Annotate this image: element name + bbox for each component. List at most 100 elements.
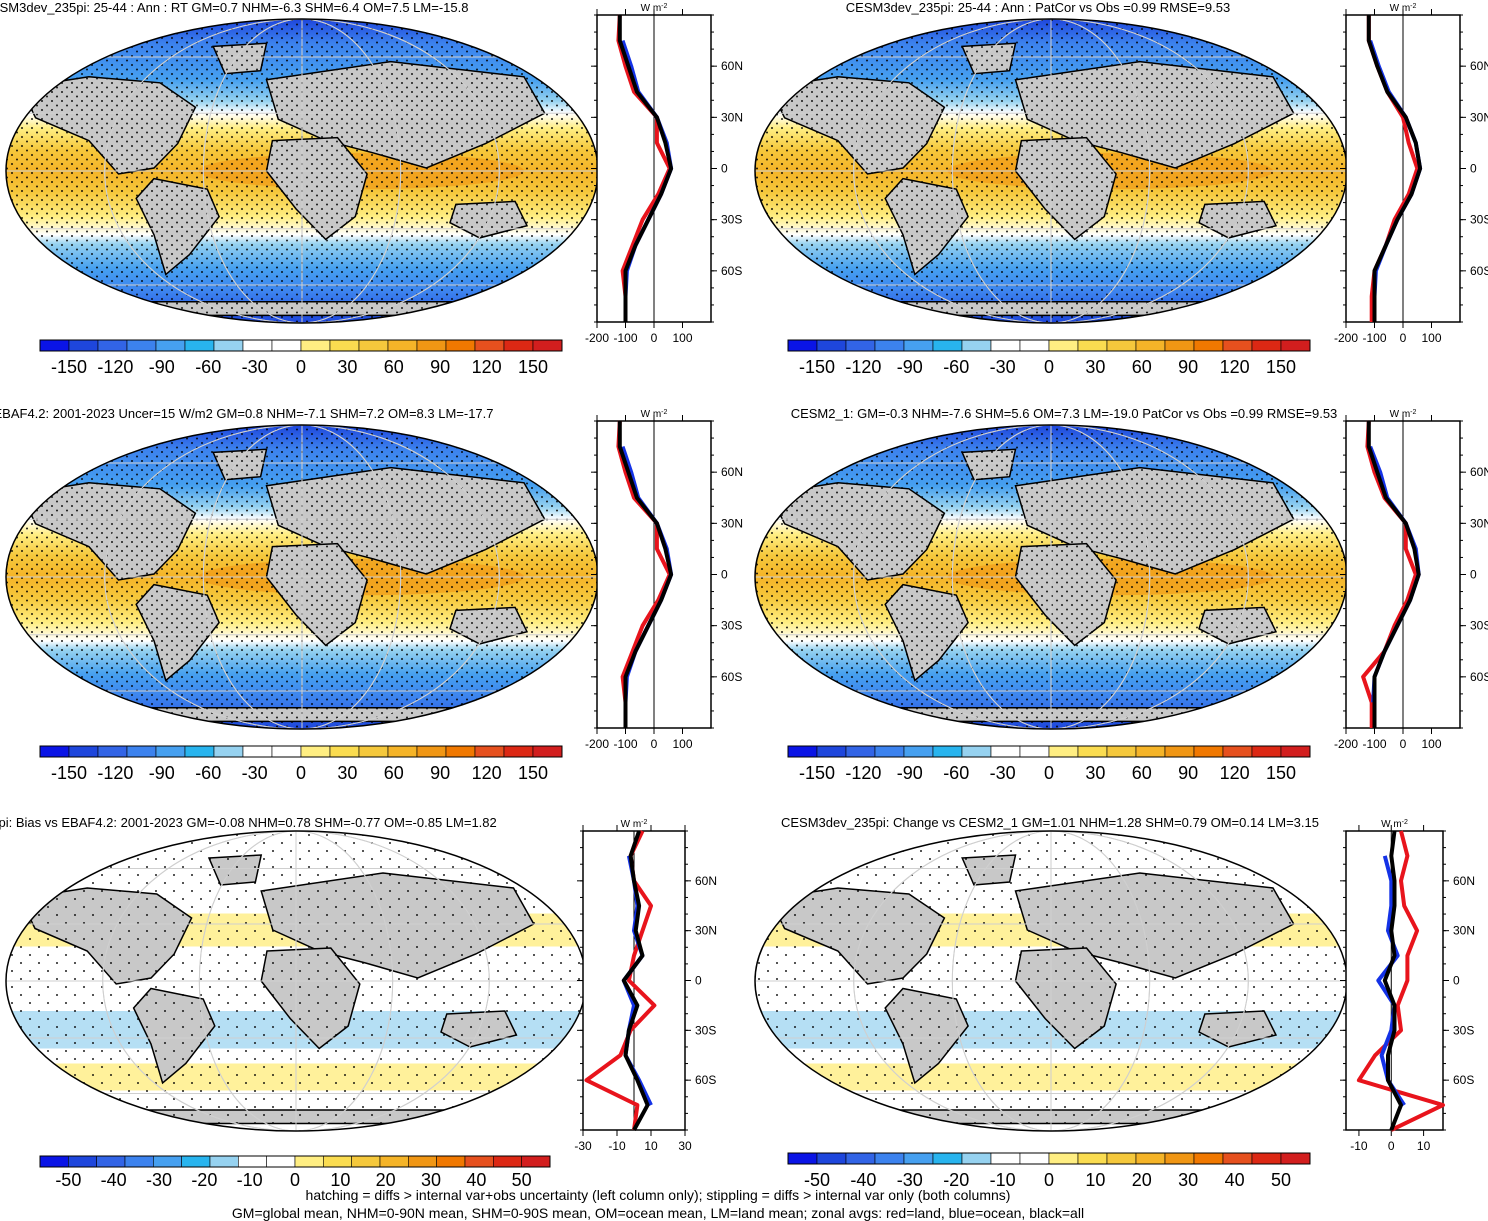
colorbar-swatch (358, 339, 389, 352)
x-tick-label: 10 (1417, 1139, 1431, 1153)
panel-title: PI-Adj EBAF4.2: 2001-2023 Uncer=15 W/m2 … (0, 406, 494, 421)
colorbar-swatch (153, 1155, 182, 1168)
colorbar-swatch (903, 339, 934, 352)
lat-tick-label: 30N (1453, 924, 1475, 938)
colorbar-swatch (845, 339, 876, 352)
colorbar-tick-label: 20 (376, 1170, 396, 1190)
colorbar-tick-label: -30 (146, 1170, 172, 1190)
colorbar-swatch (329, 339, 360, 352)
lat-tick-label: 0 (721, 162, 728, 176)
footer: hatching = diffs > internal var+obs unce… (232, 1187, 1084, 1221)
colorbar-swatch (436, 1155, 466, 1168)
lat-tick-label: 60S (721, 264, 742, 278)
colorbar-swatch (1135, 1152, 1166, 1165)
colorbar-tick-label: 90 (430, 357, 450, 377)
colorbar-tick-label: -50 (55, 1170, 81, 1190)
colorbar-frame (39, 1155, 551, 1168)
x-tick-label: 30 (678, 1139, 692, 1153)
lat-tick-label: 30S (1453, 1023, 1474, 1037)
colorbar-swatch (521, 1155, 551, 1168)
colorbar-swatch (1135, 339, 1166, 352)
units-label: W m-2 (1390, 3, 1417, 15)
x-tick-label: 0 (1400, 737, 1407, 751)
colorbar-tick-label: -50 (804, 1170, 830, 1190)
lat-tick-label: 30N (695, 924, 717, 938)
colorbar-swatch (416, 339, 447, 352)
lat-tick-label: 60S (1470, 264, 1488, 278)
x-tick-label: -100 (1362, 737, 1386, 751)
colorbar-swatch (990, 745, 1021, 758)
colorbar-swatch (1164, 339, 1195, 352)
lat-tick-label: 60N (1470, 59, 1488, 73)
x-tick-label: 100 (672, 331, 692, 345)
lat-tick-label: 30N (721, 110, 743, 124)
x-tick-label: 100 (1421, 331, 1441, 345)
colorbar-swatch (474, 339, 505, 352)
colorbar-tick-label: 150 (1266, 357, 1296, 377)
colorbar-tick-label: -150 (51, 357, 87, 377)
colorbar-swatch (1077, 745, 1108, 758)
colorbar-swatch (1222, 1152, 1253, 1165)
colorbar-swatch (816, 1152, 847, 1165)
colorbar-tick-label: 60 (384, 357, 404, 377)
colorbar-swatch (1280, 1152, 1311, 1165)
colorbar-tick-label: -150 (799, 357, 835, 377)
colorbar-swatch (68, 339, 99, 352)
colorbar-tick-label: 30 (1178, 1170, 1198, 1190)
colorbar-tick-label: -20 (943, 1170, 969, 1190)
colorbar-swatch (787, 745, 818, 758)
colorbar-swatch (474, 745, 505, 758)
colorbar-swatch (242, 339, 273, 352)
colorbar-swatch (1222, 339, 1253, 352)
colorbar-swatch (39, 745, 70, 758)
colorbar-swatch (532, 745, 563, 758)
x-tick-label: 0 (651, 331, 658, 345)
colorbar-tick-label: 0 (296, 763, 306, 783)
colorbar-swatch (1135, 745, 1166, 758)
lat-tick-label: 60S (1470, 670, 1488, 684)
colorbar-swatch (932, 745, 963, 758)
colorbar: -150 -120 -90 -60 -30 0 30 60 90 120 150 (39, 745, 563, 783)
colorbar-tick-label: 40 (466, 1170, 486, 1190)
colorbar-swatch (903, 745, 934, 758)
colorbar-swatch (68, 745, 99, 758)
x-tick-label: 100 (672, 737, 692, 751)
colorbar-swatch (1048, 745, 1079, 758)
colorbar-tick-label: -120 (845, 357, 881, 377)
units-exponent: -2 (641, 819, 647, 826)
colorbar-swatch (213, 745, 244, 758)
colorbar-swatch (961, 745, 992, 758)
zonal-line-all (1366, 421, 1421, 728)
colorbar-swatch (816, 745, 847, 758)
x-tick-label: 0 (1388, 1139, 1395, 1153)
colorbar: -150 -120 -90 -60 -30 0 30 60 90 120 150 (39, 339, 563, 377)
colorbar-swatch (1106, 745, 1137, 758)
colorbar-tick-label: -30 (990, 357, 1016, 377)
footer-line-1: hatching = diffs > internal var+obs unce… (306, 1187, 1011, 1203)
colorbar-swatch (1222, 745, 1253, 758)
x-tick-label: 0 (1400, 331, 1407, 345)
zonal-plot: 60N 30N 0 30S 60S -200 -100 0 100 W m-2 (585, 3, 743, 346)
map-body (6, 425, 598, 729)
zonal-plot: 60N 30N 0 30S 60S -30 -10 10 30 W m-2 (574, 819, 717, 1154)
x-tick-label: -100 (613, 331, 637, 345)
colorbar-swatch (503, 745, 534, 758)
colorbar-swatch (358, 745, 389, 758)
colorbar-swatch (238, 1155, 267, 1168)
colorbar-swatch (1193, 745, 1224, 758)
panel-3: PI-Adj EBAF4.2: 2001-2023 Uncer=15 W/m2 … (0, 406, 743, 783)
panels-layer: CESM3dev_235pi: 25-44 : Ann : RT GM=0.7 … (0, 0, 1488, 1190)
colorbar-swatch (1193, 339, 1224, 352)
x-tick-label: -10 (1350, 1139, 1368, 1153)
colorbar-tick-label: 30 (421, 1170, 441, 1190)
colorbar-swatch (387, 745, 418, 758)
colorbar-tick-label: 60 (1132, 763, 1152, 783)
colorbar-frame (39, 745, 563, 758)
zonal-line-all (621, 830, 650, 1131)
panel-2: CESM3dev_235pi: 25-44 : Ann : PatCor vs … (754, 0, 1488, 377)
panel-1: CESM3dev_235pi: 25-44 : Ann : RT GM=0.7 … (0, 0, 743, 377)
colorbar-tick-label: -90 (897, 357, 923, 377)
map-body (755, 831, 1347, 1131)
map-body (6, 831, 586, 1131)
